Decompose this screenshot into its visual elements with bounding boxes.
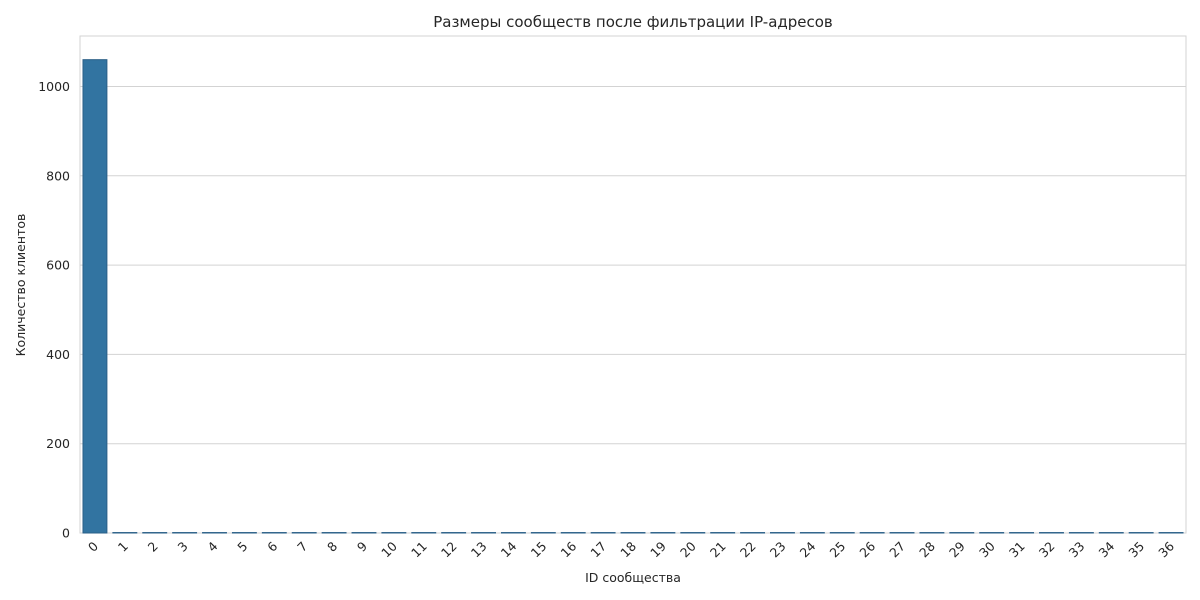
x-tick-label: 29 bbox=[946, 538, 968, 560]
x-axis-label: ID сообщества bbox=[585, 570, 681, 585]
x-tick-label: 24 bbox=[797, 538, 819, 560]
x-tick-label: 4 bbox=[204, 538, 220, 554]
x-tick-label: 33 bbox=[1066, 539, 1088, 561]
chart-title: Размеры сообществ после фильтрации IP-ад… bbox=[433, 13, 833, 31]
x-tick-label: 9 bbox=[354, 538, 370, 554]
x-tick-label: 14 bbox=[498, 538, 520, 560]
bar bbox=[82, 59, 108, 534]
x-tick-label: 36 bbox=[1155, 538, 1177, 560]
x-tick-label: 8 bbox=[324, 538, 340, 554]
x-tick-label: 25 bbox=[827, 539, 849, 561]
x-tick-label: 34 bbox=[1096, 538, 1118, 560]
x-tick-label: 18 bbox=[617, 538, 639, 560]
y-tick-label: 800 bbox=[46, 168, 70, 183]
x-tick-label: 6 bbox=[264, 538, 280, 554]
grid-lines bbox=[80, 85, 1186, 534]
y-tick-labels: 0 200 400 600 800 1000 bbox=[38, 79, 70, 541]
plot-frame bbox=[79, 35, 1187, 534]
y-tick-label: 200 bbox=[46, 436, 70, 451]
y-axis-label: Количество клиентов bbox=[13, 214, 28, 357]
x-tick-label: 27 bbox=[886, 539, 908, 561]
x-tick-label: 32 bbox=[1036, 539, 1058, 561]
x-tick-label: 7 bbox=[294, 539, 310, 555]
x-tick-label: 1 bbox=[115, 539, 131, 555]
y-tick-label: 400 bbox=[46, 347, 70, 362]
x-tick-label: 13 bbox=[468, 539, 490, 561]
y-tick-label: 600 bbox=[46, 258, 70, 273]
x-tick-label: 5 bbox=[234, 539, 250, 555]
x-tick-label: 16 bbox=[557, 538, 579, 560]
x-tick-label: 35 bbox=[1125, 539, 1147, 561]
x-tick-label: 0 bbox=[85, 538, 101, 554]
x-tick-label: 20 bbox=[677, 538, 699, 560]
x-tick-label: 28 bbox=[916, 538, 938, 560]
x-tick-label: 11 bbox=[408, 539, 430, 561]
x-tick-label: 17 bbox=[587, 539, 609, 561]
x-tick-label: 12 bbox=[438, 539, 460, 561]
bars bbox=[82, 59, 1184, 534]
x-tick-label: 23 bbox=[767, 539, 789, 561]
x-tick-label: 15 bbox=[528, 539, 550, 561]
x-tick-label: 31 bbox=[1006, 539, 1028, 561]
x-tick-label: 22 bbox=[737, 539, 759, 561]
y-tick-label: 1000 bbox=[38, 79, 70, 94]
x-tick-label: 3 bbox=[175, 539, 191, 555]
x-tick-labels: 0 1 2 3 4 5 6 7 8 9 10 11 12 13 14 15 16 17 18 19 20 21 22 23 24… bbox=[85, 538, 1177, 560]
x-tick-label: 2 bbox=[145, 539, 161, 555]
x-tick-label: 26 bbox=[856, 538, 878, 560]
y-tick-label: 0 bbox=[62, 526, 70, 541]
x-tick-label: 10 bbox=[378, 538, 400, 560]
x-tick-label: 30 bbox=[976, 538, 998, 560]
x-tick-label: 21 bbox=[707, 539, 729, 561]
x-tick-label: 19 bbox=[647, 538, 669, 560]
